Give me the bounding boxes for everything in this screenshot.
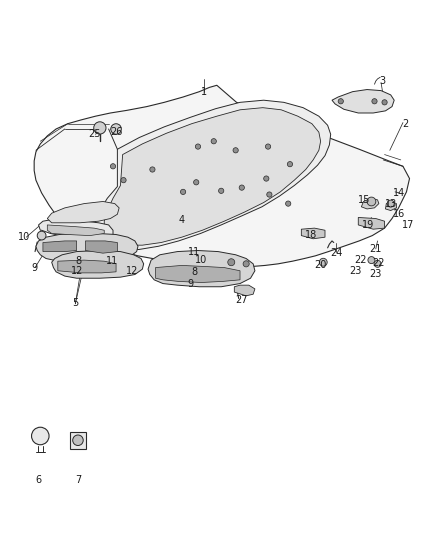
Circle shape — [110, 164, 116, 169]
Text: 19: 19 — [362, 220, 374, 230]
Circle shape — [239, 185, 244, 190]
Text: 6: 6 — [35, 475, 42, 484]
Text: 8: 8 — [75, 256, 81, 266]
Text: 9: 9 — [187, 279, 193, 288]
Text: 11: 11 — [106, 256, 118, 266]
Polygon shape — [52, 251, 144, 278]
Circle shape — [243, 261, 249, 267]
Text: 12: 12 — [71, 266, 83, 276]
Circle shape — [286, 201, 291, 206]
Circle shape — [228, 259, 235, 266]
Polygon shape — [234, 285, 255, 296]
Text: 14: 14 — [393, 188, 406, 198]
Polygon shape — [385, 201, 396, 211]
Polygon shape — [36, 233, 138, 261]
Polygon shape — [47, 225, 104, 236]
Circle shape — [319, 259, 327, 266]
Circle shape — [387, 200, 394, 207]
Polygon shape — [94, 100, 331, 251]
Circle shape — [372, 99, 377, 104]
Circle shape — [382, 100, 387, 105]
Circle shape — [368, 256, 375, 264]
Polygon shape — [104, 108, 321, 245]
Circle shape — [111, 124, 121, 134]
Text: 15: 15 — [358, 195, 371, 205]
Polygon shape — [43, 241, 77, 252]
Polygon shape — [85, 241, 117, 253]
Text: 22: 22 — [354, 255, 366, 265]
Text: 3: 3 — [379, 76, 385, 86]
Circle shape — [37, 231, 46, 240]
Text: 12: 12 — [126, 266, 138, 276]
Text: 23: 23 — [370, 270, 382, 279]
Polygon shape — [70, 432, 86, 449]
Text: 17: 17 — [402, 220, 414, 230]
Text: 9: 9 — [31, 263, 37, 272]
Text: 24: 24 — [330, 248, 343, 257]
Text: 10: 10 — [18, 232, 30, 242]
Circle shape — [94, 122, 106, 134]
Polygon shape — [148, 251, 255, 287]
Text: 20: 20 — [314, 260, 327, 270]
Circle shape — [195, 144, 201, 149]
Polygon shape — [332, 90, 394, 113]
Circle shape — [265, 144, 271, 149]
Text: 7: 7 — [75, 475, 81, 484]
Circle shape — [32, 427, 49, 445]
Text: 4: 4 — [179, 215, 185, 224]
Circle shape — [150, 167, 155, 172]
Text: 21: 21 — [370, 245, 382, 254]
Circle shape — [211, 139, 216, 144]
Polygon shape — [39, 220, 113, 243]
Text: 11: 11 — [187, 247, 200, 256]
Circle shape — [73, 435, 83, 446]
Circle shape — [264, 176, 269, 181]
Polygon shape — [361, 198, 379, 209]
Text: 25: 25 — [88, 130, 100, 139]
Text: 26: 26 — [110, 127, 122, 137]
Text: 23: 23 — [350, 266, 362, 276]
Circle shape — [287, 161, 293, 167]
Circle shape — [194, 180, 199, 185]
Text: 2: 2 — [402, 119, 408, 128]
Polygon shape — [34, 85, 410, 268]
Circle shape — [233, 148, 238, 153]
Text: 22: 22 — [373, 259, 385, 268]
Polygon shape — [358, 217, 385, 229]
Circle shape — [180, 189, 186, 195]
Circle shape — [219, 188, 224, 193]
Circle shape — [121, 177, 126, 183]
Polygon shape — [47, 201, 119, 223]
Circle shape — [267, 192, 272, 197]
Text: 10: 10 — [195, 255, 208, 264]
Polygon shape — [155, 265, 240, 282]
Polygon shape — [301, 228, 325, 239]
Text: 8: 8 — [192, 267, 198, 277]
Text: 5: 5 — [72, 298, 78, 308]
Circle shape — [374, 260, 381, 268]
Text: 18: 18 — [305, 230, 317, 239]
Circle shape — [338, 99, 343, 104]
Text: 1: 1 — [201, 87, 207, 96]
Text: 27: 27 — [236, 295, 248, 304]
Circle shape — [367, 197, 376, 206]
Polygon shape — [58, 260, 116, 273]
Text: 16: 16 — [393, 209, 406, 219]
Text: 13: 13 — [385, 199, 397, 208]
